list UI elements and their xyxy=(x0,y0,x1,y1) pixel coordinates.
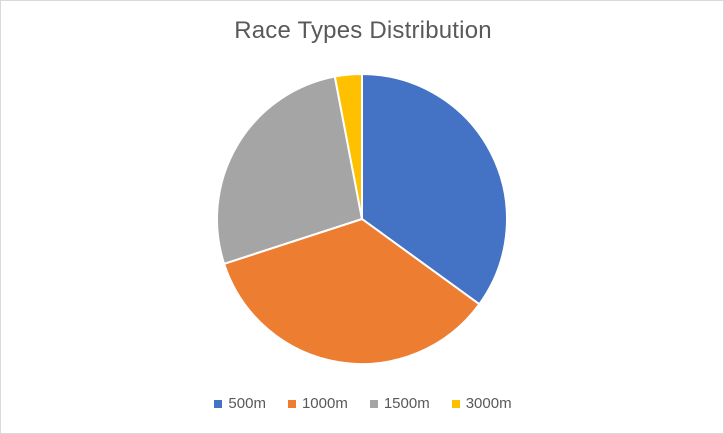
legend-swatch xyxy=(451,399,460,408)
legend-item-1000m: 1000m xyxy=(287,395,348,412)
legend-label: 1500m xyxy=(383,395,430,412)
legend-label: 500m xyxy=(228,395,266,412)
legend-item-1500m: 1500m xyxy=(369,395,430,412)
pie-slice-500m xyxy=(361,72,508,306)
legend-label: 1000m xyxy=(301,395,348,412)
legend-label: 3000m xyxy=(465,395,512,412)
legend-swatch xyxy=(287,399,296,408)
pie-chart xyxy=(216,72,508,365)
legend-item-500m: 500m xyxy=(214,395,266,412)
legend-item-3000m: 3000m xyxy=(451,395,512,412)
chart-legend: 500m 1000m 1500m 3000m xyxy=(1,395,724,412)
pie-slice-3000m xyxy=(333,72,363,220)
pie-slice-1500m xyxy=(216,75,364,266)
legend-swatch xyxy=(214,399,223,408)
chart-title: Race Types Distribution xyxy=(234,17,492,44)
legend-swatch xyxy=(369,399,378,408)
pie-slice-1000m xyxy=(222,217,481,365)
